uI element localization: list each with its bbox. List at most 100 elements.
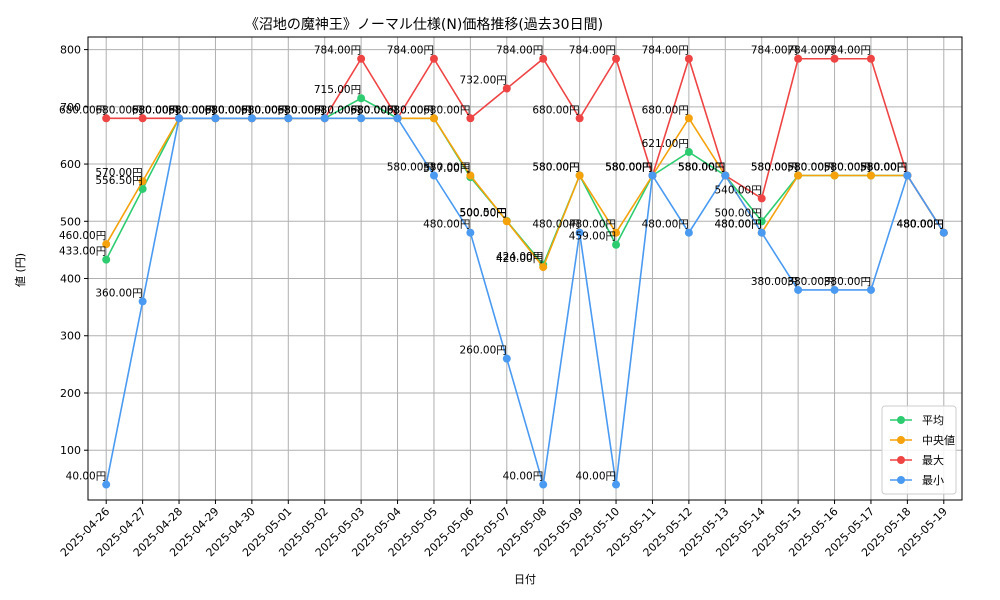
- y-axis-label: 値 (円): [14, 253, 27, 287]
- data-label: 480.00円: [532, 219, 579, 231]
- data-point: [684, 54, 693, 63]
- data-label: 420.00円: [496, 253, 543, 265]
- data-label: 680.00円: [205, 104, 252, 116]
- data-label: 380.00円: [787, 276, 834, 288]
- data-label: 580.00円: [423, 161, 470, 173]
- data-label: 680.00円: [350, 104, 397, 116]
- data-label: 680.00円: [241, 104, 288, 116]
- data-label: 680.00円: [132, 104, 179, 116]
- data-label: 480.00円: [897, 219, 944, 231]
- data-point: [102, 240, 111, 249]
- data-point: [866, 285, 875, 294]
- data-label: 680.00円: [350, 104, 397, 116]
- data-label: 580.00円: [532, 161, 579, 173]
- data-point: [502, 84, 511, 93]
- data-point: [830, 285, 839, 294]
- data-label: 480.00円: [714, 219, 761, 231]
- data-point: [612, 228, 621, 237]
- data-point: [757, 217, 766, 226]
- series-0: [102, 94, 948, 269]
- legend-marker: [897, 456, 905, 464]
- y-tick-label: 200: [60, 387, 81, 400]
- data-point: [357, 54, 366, 63]
- data-label: 680.00円: [132, 104, 179, 116]
- data-label: 784.00円: [824, 45, 871, 57]
- data-point: [684, 228, 693, 237]
- data-label: 680.00円: [532, 104, 579, 116]
- data-label: 784.00円: [787, 45, 834, 57]
- series-line: [106, 56, 945, 234]
- data-label: 715.00円: [314, 84, 361, 96]
- data-label: 580.00円: [751, 161, 798, 173]
- data-label: 580.00円: [824, 161, 871, 173]
- data-point: [612, 240, 621, 249]
- data-label: 433.00円: [59, 246, 106, 258]
- data-label: 380.00円: [751, 276, 798, 288]
- data-labels-0: 433.00円556.50円680.00円680.00円680.00円680.0…: [59, 84, 944, 263]
- data-label: 680.00円: [132, 104, 179, 116]
- data-label: 580.00円: [860, 161, 907, 173]
- data-labels-3: 40.00円360.00円680.00円680.00円680.00円680.00…: [66, 104, 944, 482]
- data-label: 40.00円: [575, 471, 616, 483]
- data-label: 480.00円: [423, 219, 470, 231]
- data-point: [648, 171, 657, 180]
- y-tick-label: 500: [60, 215, 81, 228]
- data-point: [357, 94, 366, 103]
- data-point: [830, 54, 839, 63]
- data-label: 784.00円: [496, 45, 543, 57]
- data-label: 580.00円: [678, 161, 725, 173]
- data-label: 500.50円: [460, 207, 507, 219]
- data-label: 580.00円: [860, 161, 907, 173]
- data-label: 784.00円: [642, 45, 689, 57]
- data-label: 680.00円: [387, 104, 434, 116]
- data-label: 580.00円: [678, 161, 725, 173]
- data-label: 480.00円: [897, 219, 944, 231]
- data-point: [502, 354, 511, 363]
- data-label: 580.00円: [532, 161, 579, 173]
- data-point: [575, 228, 584, 237]
- plot-frame: [87, 36, 963, 501]
- data-labels-1: 460.00円570.00円680.00円680.00円680.00円680.0…: [59, 104, 944, 265]
- data-label: 621.00円: [642, 138, 689, 150]
- data-label: 680.00円: [350, 104, 397, 116]
- data-label: 680.00円: [205, 104, 252, 116]
- data-label: 680.00円: [277, 104, 324, 116]
- legend-box: [881, 405, 957, 495]
- data-point: [284, 114, 293, 123]
- data-point: [138, 184, 147, 193]
- data-label: 680.00円: [277, 104, 324, 116]
- data-point: [320, 114, 329, 123]
- data-label: 784.00円: [314, 45, 361, 57]
- y-tick-label: 400: [60, 273, 81, 286]
- data-label: 580.00円: [387, 161, 434, 173]
- data-label: 680.00円: [423, 104, 470, 116]
- data-point: [612, 54, 621, 63]
- data-label: 380.00円: [824, 276, 871, 288]
- data-point: [466, 171, 475, 180]
- data-label: 680.00円: [241, 104, 288, 116]
- data-point: [102, 255, 111, 264]
- data-point: [794, 171, 803, 180]
- data-label: 580.00円: [787, 161, 834, 173]
- data-label: 680.00円: [241, 104, 288, 116]
- data-point: [684, 148, 693, 157]
- data-label: 580.00円: [787, 161, 834, 173]
- data-label: 40.00円: [66, 471, 107, 483]
- data-point: [466, 228, 475, 237]
- legend-label: 最小: [922, 474, 944, 487]
- data-point: [757, 194, 766, 203]
- data-label: 540.00円: [714, 184, 761, 196]
- data-label: 424.00円: [496, 251, 543, 263]
- data-point: [684, 114, 693, 123]
- data-point: [502, 217, 511, 226]
- series-line: [105, 117, 945, 485]
- data-label: 680.00円: [277, 104, 324, 116]
- chart-title: 《沼地の魔神王》ノーマル仕様(N)価格推移(過去30日間): [245, 17, 603, 33]
- data-label: 680.00円: [168, 104, 215, 116]
- data-label: 680.00円: [95, 104, 142, 116]
- data-point: [211, 114, 220, 123]
- data-label: 580.00円: [678, 161, 725, 173]
- data-point: [393, 114, 402, 123]
- data-point: [175, 114, 184, 123]
